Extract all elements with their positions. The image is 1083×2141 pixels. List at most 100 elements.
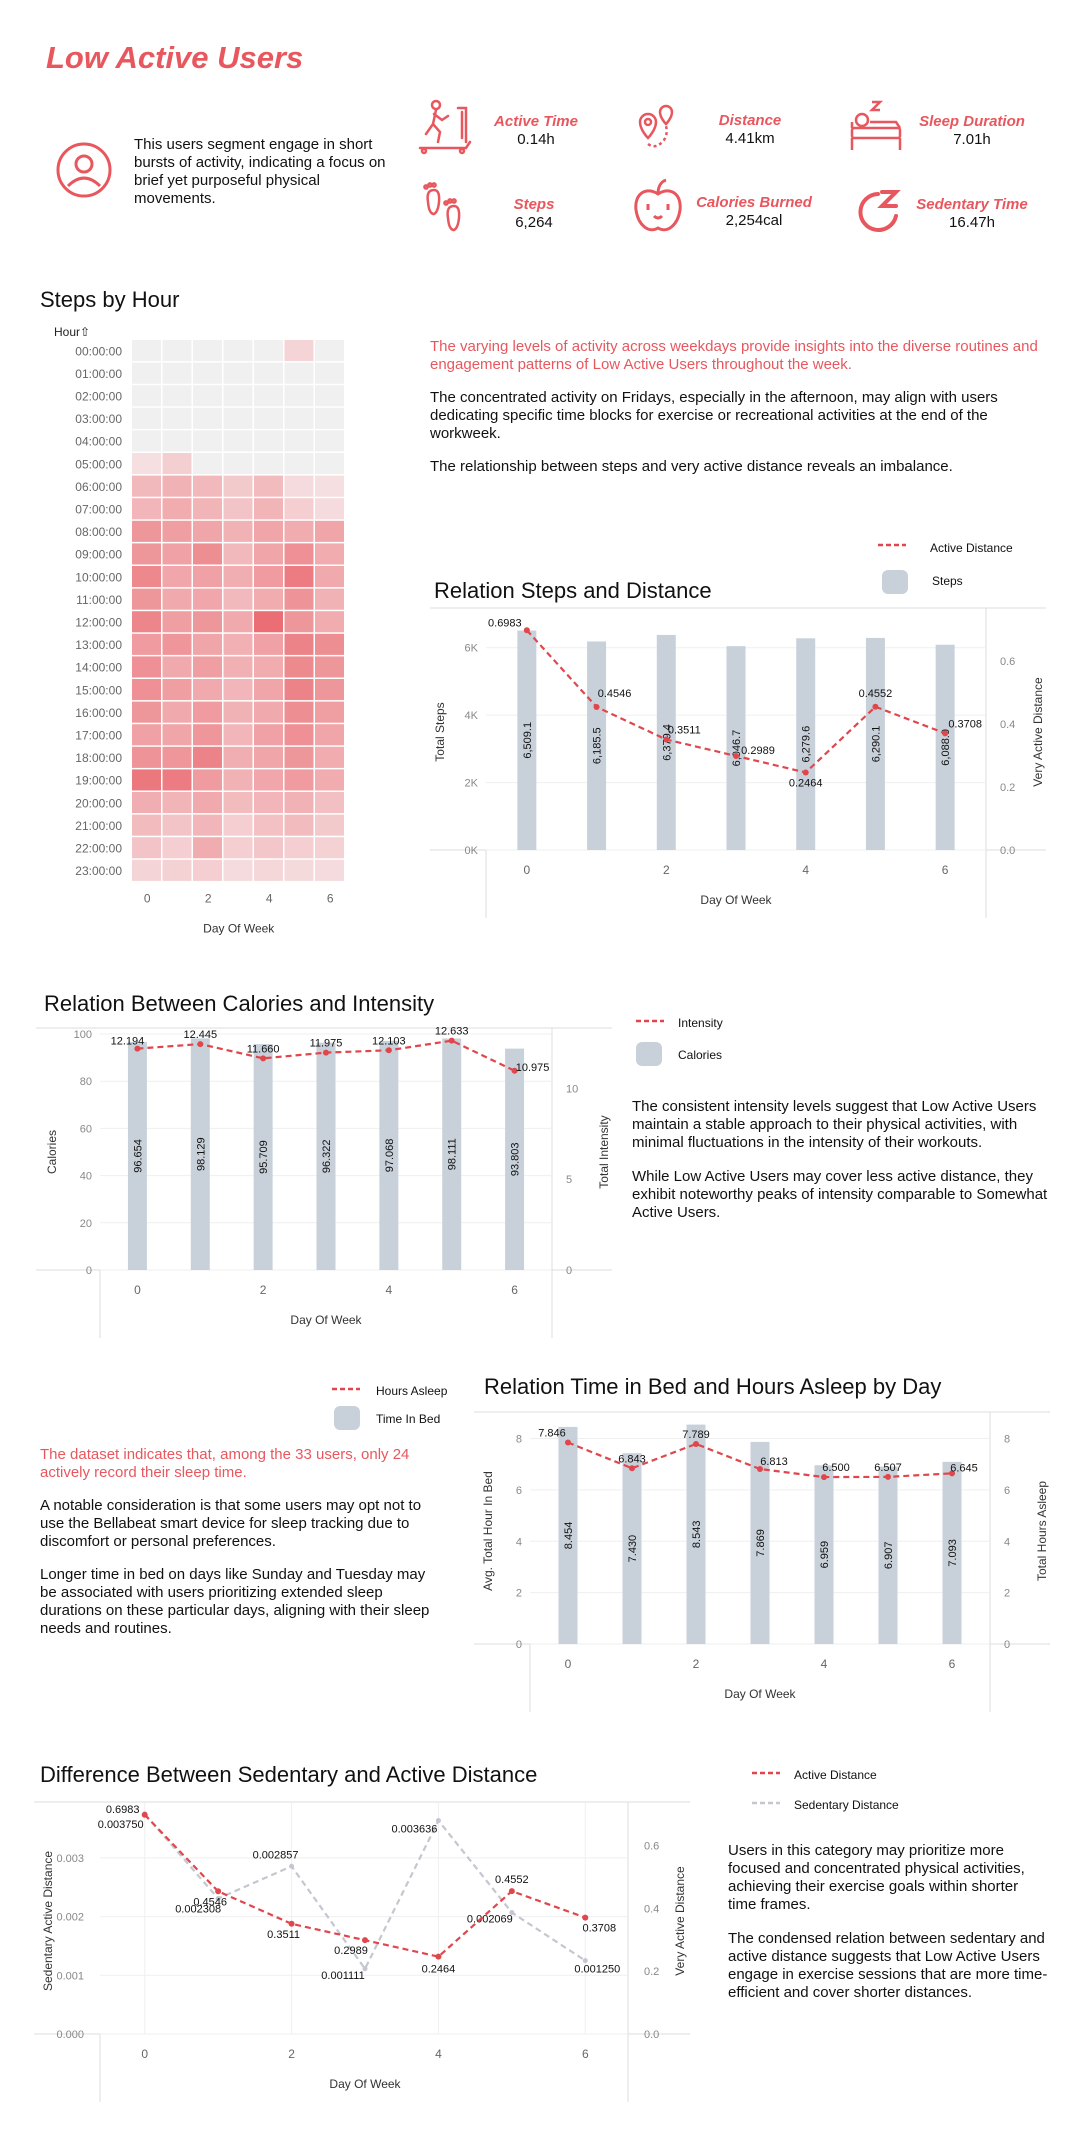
line-point — [949, 1470, 955, 1477]
chart-y-tick: 60 — [80, 1123, 92, 1135]
sedentary-point — [362, 1966, 368, 1972]
heatmap-hour-label: 07:00:00 — [75, 503, 122, 517]
heatmap-x-tick: 6 — [327, 891, 334, 905]
bar — [622, 1453, 642, 1644]
heatmap-cell — [162, 746, 192, 768]
heatmap-cell — [254, 769, 283, 791]
sleep-chart-title: Relation Time in Bed and Hours Asleep by… — [484, 1374, 942, 1399]
bar-value-label: 97.068 — [384, 1139, 396, 1173]
line-value-label: 7.789 — [682, 1429, 710, 1441]
heatmap-cell — [132, 859, 161, 881]
steps-by-hour-heatmap: Hour⇧ 00:00:00 01:00:00 02:00:00 03:00:00 04:… — [54, 325, 344, 935]
heatmap-cell — [162, 724, 192, 746]
chart-x-tick: 0 — [524, 863, 531, 877]
chart-x-tick: 2 — [663, 863, 670, 877]
active-value-label: 0.3511 — [267, 1929, 300, 1941]
heatmap-cell — [284, 837, 314, 859]
legend-steps-swatch — [882, 570, 908, 594]
heatmap-cell — [315, 656, 344, 678]
kpi-value-steps: 6,264 — [515, 214, 553, 231]
heatmap-hour-label: 19:00:00 — [75, 774, 122, 788]
heatmap-cell — [223, 769, 253, 791]
heatmap-cell — [193, 724, 222, 746]
heatmap-cell — [193, 769, 222, 791]
heatmap-cell — [284, 543, 314, 565]
bar-value-label: 7.430 — [627, 1535, 639, 1563]
line-value-label: 0.4546 — [598, 688, 632, 700]
heatmap-cell — [193, 588, 222, 610]
heatmap-cell — [162, 633, 192, 655]
line-value-label: 0.3708 — [948, 718, 982, 730]
heatmap-cell — [284, 792, 314, 814]
legend-sedentary-swatch — [752, 1801, 780, 1805]
active-point — [141, 1811, 148, 1818]
heatmap-cell — [162, 792, 192, 814]
heatmap-cell — [223, 362, 253, 384]
heatmap-cell — [162, 837, 192, 859]
line-value-label: 12.103 — [372, 1035, 406, 1047]
sedentary-insight-2: The condensed relation between sedentary… — [728, 1930, 1048, 2001]
heatmap-hour-label: 20:00:00 — [75, 796, 122, 810]
heatmap-cell — [162, 679, 192, 701]
heatmap-cell — [284, 633, 314, 655]
footprints-icon — [423, 182, 461, 232]
bar-value-label: 7.869 — [755, 1529, 767, 1557]
chart-y-tick: 0.003 — [56, 1853, 84, 1865]
legend-time-in-bed-label: Time In Bed — [376, 1412, 441, 1426]
heatmap-cell — [193, 362, 222, 384]
legend-calories-swatch — [636, 1042, 662, 1066]
heatmap-cell — [254, 453, 283, 475]
bar-value-label: 98.129 — [195, 1137, 207, 1171]
heatmap-cell — [162, 611, 192, 633]
heatmap-cell — [193, 837, 222, 859]
heatmap-cell — [223, 814, 253, 836]
heatmap-cell — [193, 792, 222, 814]
bar — [587, 641, 607, 850]
heatmap-cell — [254, 837, 283, 859]
chart-y-tick: 2K — [465, 778, 479, 790]
bar — [942, 1461, 962, 1644]
kpi-value-calories: 2,254cal — [725, 212, 783, 229]
line-point — [802, 769, 809, 776]
chart-y2-tick: 2 — [1004, 1588, 1010, 1600]
heatmap-cell — [193, 566, 222, 588]
heatmap-hour-label: 10:00:00 — [75, 570, 122, 584]
active-value-label: 0.2464 — [422, 1964, 456, 1976]
kpi-value-active-time: 0.14h — [517, 131, 555, 148]
heatmap-y-axis-label: Hour⇧ — [54, 325, 90, 339]
heatmap-hour-label: 03:00:00 — [75, 412, 122, 426]
bar-value-label: 98.111 — [447, 1138, 459, 1170]
heatmap-cell — [162, 769, 192, 791]
heatmap-cell — [193, 701, 222, 723]
heatmap-hour-label: 05:00:00 — [75, 457, 122, 471]
legend-sed-active-swatch — [752, 1771, 780, 1775]
heatmap-cell — [162, 430, 192, 452]
bar-value-label: 7.093 — [947, 1539, 959, 1567]
sedentary-value-label: 0.002857 — [253, 1849, 299, 1861]
line-point — [323, 1049, 329, 1056]
line-value-label: 6.507 — [874, 1462, 902, 1474]
heatmap-cell — [132, 520, 161, 542]
line-point — [872, 703, 879, 710]
segment-description: This users segment engage in short burst… — [134, 136, 386, 207]
heatmap-cell — [254, 566, 283, 588]
chart-y2-tick: 0 — [1004, 1639, 1010, 1651]
legend-sed-active-label: Active Distance — [794, 1768, 877, 1782]
heatmap-cell — [315, 859, 344, 881]
line-value-label: 6.813 — [760, 1456, 788, 1468]
heatmap-cell — [315, 588, 344, 610]
chart-y-tick: 0 — [516, 1639, 522, 1651]
bar-value-label: 6.907 — [883, 1542, 895, 1570]
sleeping-person-icon — [850, 100, 902, 150]
heatmap-cell — [284, 430, 314, 452]
chart-y-tick: 6K — [465, 643, 479, 655]
heatmap-cell — [132, 407, 161, 429]
line-point — [693, 1440, 699, 1447]
heatmap-cell — [315, 679, 344, 701]
heatmap-cell — [223, 340, 253, 362]
line-point — [523, 627, 530, 634]
bar-value-label: 95.709 — [258, 1140, 270, 1174]
sedentary-value-label: 0.002308 — [175, 1904, 221, 1916]
chart-x-tick: 4 — [802, 863, 809, 877]
heatmap-cell — [132, 633, 161, 655]
